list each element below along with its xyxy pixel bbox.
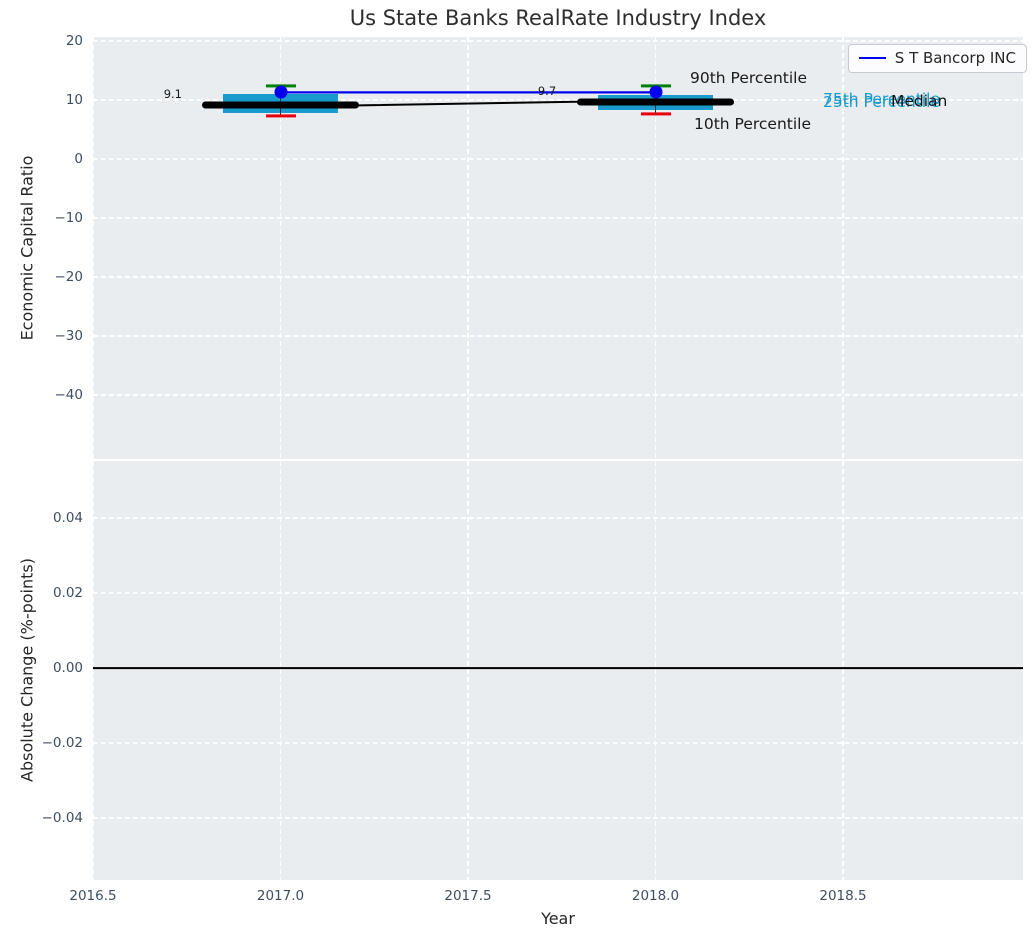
x-tick-label: 2018.5 (819, 888, 867, 904)
p10-cap (640, 112, 671, 116)
median-value-2017: 9.1 (163, 87, 182, 101)
median-value-2018: 9.7 (537, 84, 557, 98)
legend: S T Bancorp INC (847, 44, 1027, 73)
gridline-v (654, 37, 657, 459)
gridline-h (93, 742, 1023, 744)
p10-cap (265, 114, 296, 118)
y-tick-label: −10 (54, 210, 84, 226)
zero-baseline (93, 667, 1023, 669)
x-tick-label: 2017.0 (256, 888, 305, 904)
gridline-v (467, 461, 469, 880)
y-tick-label: −40 (54, 386, 84, 403)
x-axis-label: Year (541, 909, 575, 928)
gridline-v (842, 461, 844, 880)
gridline-h (93, 99, 1023, 101)
gridline-v (279, 461, 282, 880)
y-axis-label-top: Economic Capital Ratio (17, 155, 37, 341)
y-tick-label: 0.02 (52, 585, 83, 602)
y-axis-label-bottom: Absolute Change (%-points) (17, 558, 37, 782)
chart-title: Us State Banks RealRate Industry Index (349, 6, 767, 30)
gridline-v (279, 37, 282, 459)
whisker-stem (279, 85, 282, 116)
y-tick-label: 20 (65, 33, 83, 49)
label-25th-percentile: 25th Percentile (823, 93, 941, 111)
y-tick-label: −0.04 (41, 810, 83, 827)
y-tick-label: 0.00 (52, 660, 83, 677)
gridline-v (92, 461, 94, 880)
legend-label: S T Bancorp INC (894, 49, 1016, 67)
economic-capital-ratio-panel: 20 10 0 −10 −20 −30 −40 9.1 9.7 90th Percentile 10… (55, 33, 1023, 459)
y-tick-label: −0.02 (41, 735, 83, 752)
legend-line-swatch (858, 57, 886, 59)
label-median: Median (891, 92, 948, 110)
gridline-v (467, 37, 469, 459)
median-bar (576, 98, 735, 106)
gridline-h (93, 592, 1023, 594)
gridline-h (93, 40, 1023, 42)
company-point (274, 85, 287, 99)
gridline-h (93, 335, 1023, 337)
gridline-h (93, 158, 1023, 160)
y-tick-label: −20 (54, 268, 84, 285)
x-tick-label: 2017.5 (444, 888, 492, 904)
median-bar (201, 101, 360, 109)
y-tick-label: 10 (65, 92, 83, 108)
absolute-change-panel: 0.04 0.02 0.00 −0.02 −0.04 2016.5 2017.0 2017.5… (42, 461, 1023, 904)
gridline-h (93, 276, 1023, 278)
gridline-v (92, 37, 94, 459)
gridline-h (93, 217, 1023, 219)
y-tick-label: −30 (54, 327, 84, 344)
x-tick-label: 2018.0 (631, 888, 680, 904)
gridline-v (842, 37, 844, 459)
label-75th-percentile: 75th Percentile (823, 90, 941, 108)
company-point (649, 85, 662, 99)
gridline-v (654, 461, 657, 880)
gridline-h (93, 394, 1023, 396)
label-90th-percentile: 90th Percentile (690, 69, 808, 87)
y-tick-label: 0.04 (52, 510, 83, 527)
y-tick-label: 0 (74, 151, 83, 167)
label-10th-percentile: 10th Percentile (694, 115, 812, 133)
gridline-h (93, 517, 1023, 519)
gridline-h (93, 817, 1023, 819)
x-tick-label: 2016.5 (69, 888, 117, 904)
